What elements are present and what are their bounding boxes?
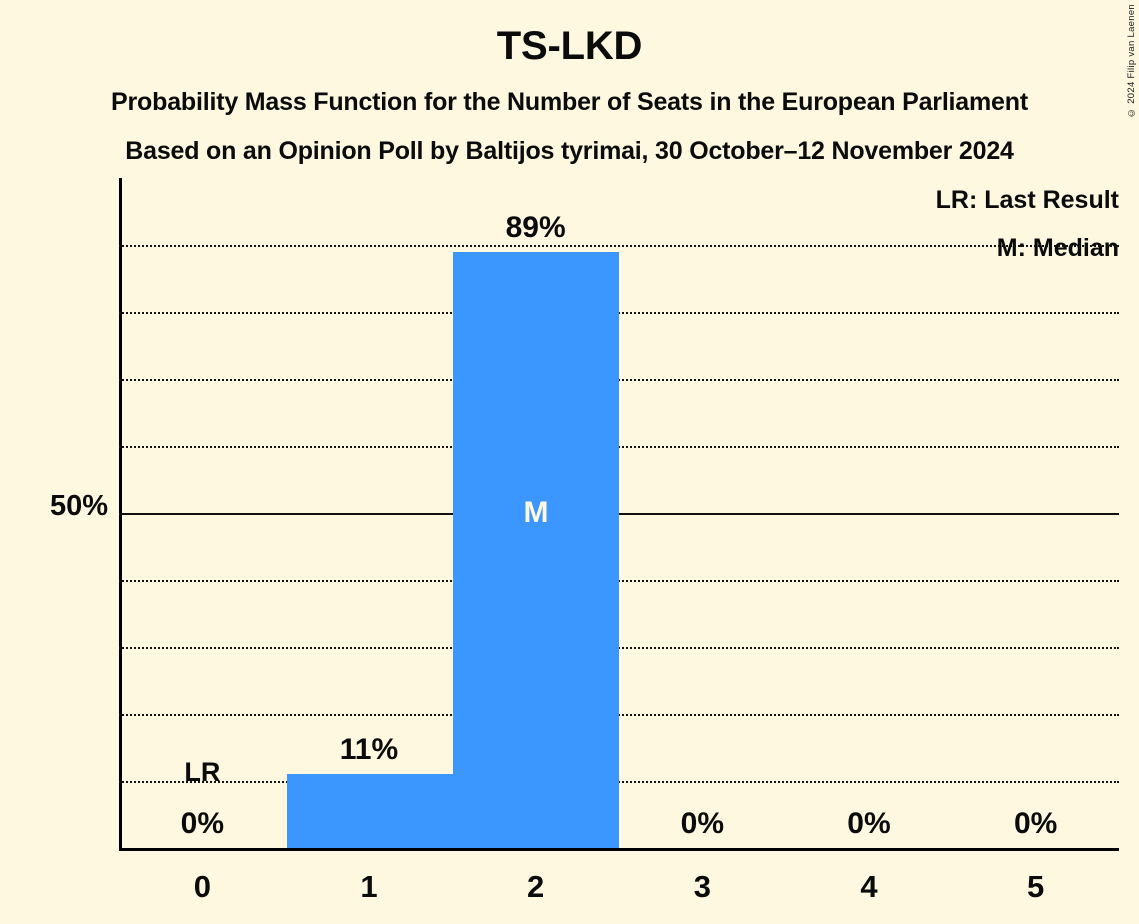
page-title: TS-LKD xyxy=(496,24,643,68)
gridline-70 xyxy=(119,379,1119,381)
gridline-20 xyxy=(119,714,1119,716)
value-label-seats-0: 0% xyxy=(180,807,224,840)
gridline-90 xyxy=(119,245,1119,247)
chart-subtitle: Probability Mass Function for the Number… xyxy=(111,88,1028,116)
legend-median: M: Median xyxy=(996,234,1119,262)
chart-source-note: Based on an Opinion Poll by Baltijos tyr… xyxy=(125,137,1014,165)
x-axis-line xyxy=(119,848,1119,851)
value-label-seats-1: 11% xyxy=(339,733,399,767)
copyright-notice: © 2024 Filip van Laenen xyxy=(1126,4,1137,119)
x-axis-tick-5: 5 xyxy=(1027,869,1045,904)
bar-seats-1[interactable] xyxy=(287,774,453,848)
value-label-seats-4: 0% xyxy=(847,807,891,840)
legend-last-result: LR: Last Result xyxy=(935,186,1119,214)
bar-seats-2[interactable]: M xyxy=(453,251,619,848)
value-label-seats-5: 0% xyxy=(1013,807,1058,840)
last-result-marker: LR xyxy=(184,757,221,787)
value-label-seats-2: 89% xyxy=(505,210,566,244)
gridline-50 xyxy=(119,513,1119,515)
gridline-60 xyxy=(119,446,1119,448)
gridline-10 xyxy=(119,781,1119,783)
gridline-80 xyxy=(119,312,1119,314)
x-axis-tick-3: 3 xyxy=(693,869,711,904)
x-axis-tick-2: 2 xyxy=(527,869,545,904)
x-axis-tick-0: 0 xyxy=(193,869,211,904)
x-axis-tick-4: 4 xyxy=(860,869,878,904)
y-axis-tick-50: 50% xyxy=(49,490,108,522)
x-axis-tick-1: 1 xyxy=(360,869,378,904)
plot-area: M xyxy=(119,178,1119,851)
value-label-seats-3: 0% xyxy=(680,807,724,840)
median-marker: M xyxy=(523,496,549,529)
gridline-40 xyxy=(119,580,1119,582)
gridline-30 xyxy=(119,647,1119,649)
